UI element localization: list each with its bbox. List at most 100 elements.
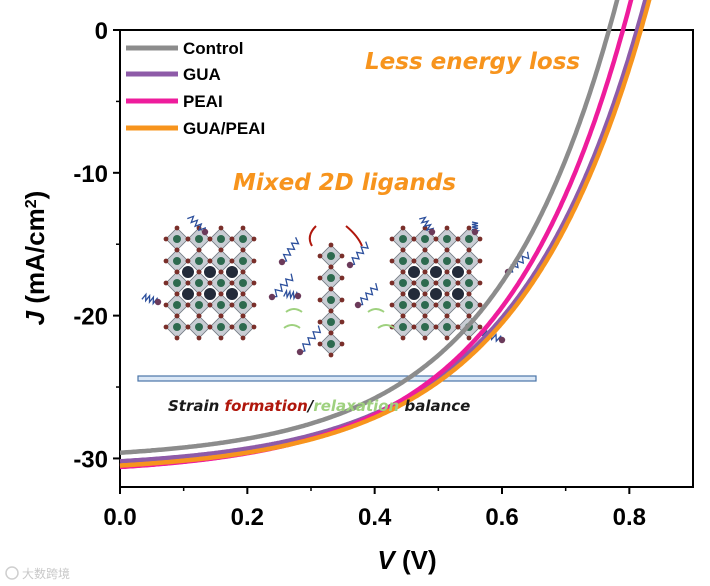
halide-atom (444, 225, 450, 231)
halide-atom (207, 236, 213, 242)
halide-atom (251, 236, 257, 242)
y-tick-label: 0 (95, 18, 108, 45)
y-tick-label: -20 (73, 304, 108, 331)
a-site-cation (452, 288, 464, 300)
metal-atom (399, 279, 407, 287)
ligand-head (296, 348, 304, 356)
halide-atom (444, 313, 450, 319)
perovskite-lattice (389, 225, 483, 341)
halide-atom (422, 335, 428, 341)
x-tick-label: 0.8 (613, 504, 646, 531)
halide-atom (240, 225, 246, 231)
halide-atom (433, 236, 439, 242)
annotation-less-energy-loss: Less energy loss (365, 49, 580, 75)
metal-atom (173, 279, 181, 287)
halide-atom (174, 225, 180, 231)
halide-atom (196, 247, 202, 253)
halide-atom (240, 291, 246, 297)
a-site-cation (226, 288, 238, 300)
halide-atom (389, 258, 395, 264)
relaxation-arrow (285, 308, 303, 313)
halide-atom (411, 280, 417, 286)
metal-atom (217, 279, 225, 287)
ligand-head (294, 292, 302, 300)
x-axis-title-var: V (377, 545, 397, 575)
halide-atom (163, 302, 169, 308)
halide-atom (400, 247, 406, 253)
legend-label-control: Control (183, 39, 243, 58)
metal-atom (399, 257, 407, 265)
halide-atom (207, 302, 213, 308)
halide-atom (317, 319, 323, 325)
halide-atom (433, 258, 439, 264)
halide-atom (339, 319, 345, 325)
watermark-text: 大数跨境 (22, 566, 70, 581)
caption-part-slash: / (306, 397, 315, 415)
relaxation-arrow (377, 324, 395, 329)
legend-label-gua: GUA (183, 65, 221, 84)
ligand-chain (281, 237, 300, 263)
halide-atom (185, 236, 191, 242)
legend-label-peai: PEAI (183, 92, 223, 111)
caption-part-balance: balance (399, 397, 470, 415)
ligand-head (346, 261, 354, 269)
metal-atom (195, 235, 203, 243)
metal-atom (327, 274, 335, 282)
halide-atom (400, 269, 406, 275)
halide-atom (422, 269, 428, 275)
y-tick-label: -30 (73, 446, 108, 473)
halide-atom (251, 280, 257, 286)
metal-atom (421, 257, 429, 265)
y-axis-title-unit: (mA/cm (20, 208, 50, 311)
ligand-head (278, 258, 286, 266)
halide-atom (207, 324, 213, 330)
halide-atom (400, 313, 406, 319)
ligand-chain (187, 215, 206, 233)
metal-atom (217, 301, 225, 309)
a-site-cation (204, 288, 216, 300)
metal-atom (465, 279, 473, 287)
halide-atom (455, 258, 461, 264)
halide-atom (433, 302, 439, 308)
halide-atom (196, 269, 202, 275)
halide-atom (328, 264, 334, 270)
halide-atom (251, 258, 257, 264)
halide-atom (174, 247, 180, 253)
halide-atom (433, 280, 439, 286)
metal-atom (327, 340, 335, 348)
metal-atom (173, 301, 181, 309)
x-axis-title-unit: (V) (395, 545, 437, 575)
metal-atom (239, 235, 247, 243)
metal-atom (443, 301, 451, 309)
x-axis-title: V (V) (377, 545, 436, 575)
ligand-chain (271, 273, 294, 298)
relaxation-arrow (367, 308, 385, 313)
halide-atom (389, 280, 395, 286)
halide-atom (240, 335, 246, 341)
halide-atom (444, 335, 450, 341)
halide-atom (229, 280, 235, 286)
x-tick-label: 0.0 (103, 504, 136, 531)
halide-atom (163, 280, 169, 286)
halide-atom (229, 236, 235, 242)
halide-atom (422, 247, 428, 253)
ligand-chain (357, 282, 379, 306)
metal-atom (421, 279, 429, 287)
halide-atom (251, 324, 257, 330)
halide-atom (196, 335, 202, 341)
metal-atom (399, 301, 407, 309)
halide-atom (477, 236, 483, 242)
ligand-head (268, 293, 276, 301)
halide-atom (185, 302, 191, 308)
ligand-head (428, 228, 436, 236)
halide-atom (466, 269, 472, 275)
a-site-cation (430, 266, 442, 278)
perovskite-lattice (163, 225, 257, 341)
halide-atom (174, 269, 180, 275)
halide-atom (339, 253, 345, 259)
metal-atom (195, 323, 203, 331)
halide-atom (422, 291, 428, 297)
ligand-chain (299, 325, 322, 353)
halide-atom (218, 291, 224, 297)
